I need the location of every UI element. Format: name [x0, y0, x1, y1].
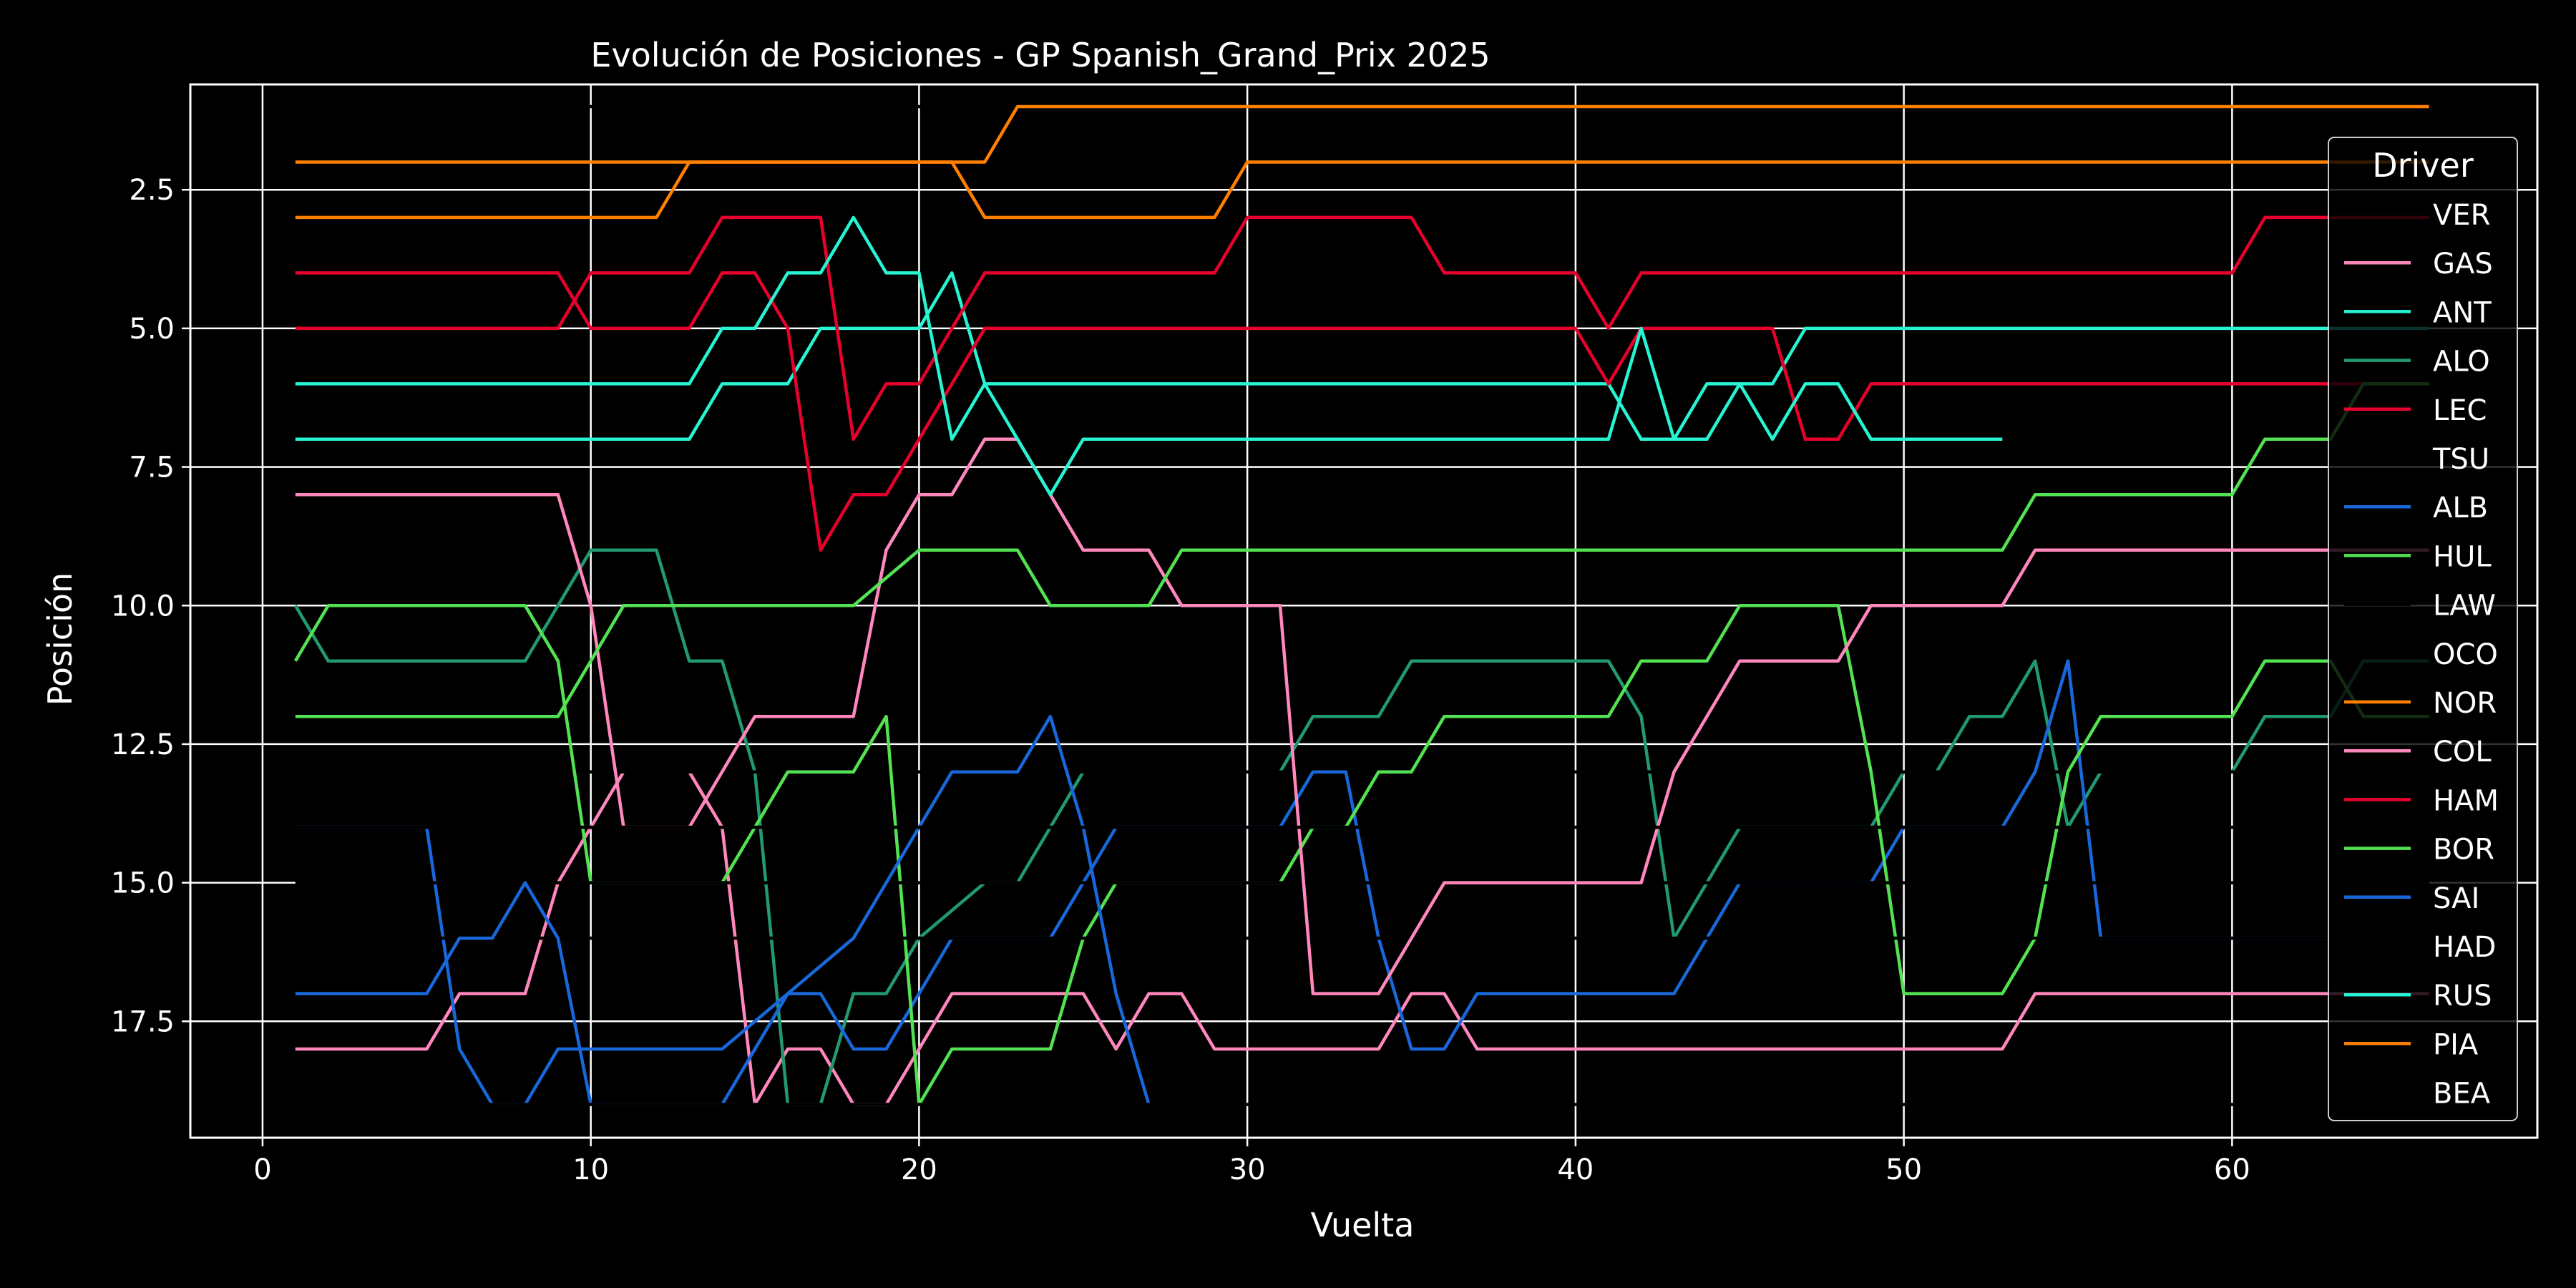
- legend-label-ver: VER: [2433, 199, 2490, 232]
- series-line-gas: [295, 770, 2429, 1106]
- series-line-rus: [295, 215, 2003, 497]
- legend-label-law: LAW: [2433, 590, 2496, 623]
- series-line-hul: [293, 604, 2429, 1106]
- legend-label-rus: RUS: [2433, 980, 2492, 1013]
- x-tick-label: 0: [253, 1153, 271, 1186]
- y-tick-label: 2.5: [129, 174, 175, 207]
- legend-items: VER GAS ANT ALO LEC TSU ALB HUL LAW OCO NOR COL HAM B…: [2344, 199, 2499, 1111]
- legend-label-pia: PIA: [2433, 1028, 2479, 1061]
- axes-frame: [189, 83, 2539, 1139]
- series-line-ham: [295, 215, 2429, 441]
- x-tick-label: 10: [572, 1153, 609, 1186]
- legend-label-tsu: TSU: [2432, 443, 2489, 476]
- series-line-pia: [295, 104, 2429, 164]
- y-tick-label: 5.0: [129, 313, 175, 346]
- legend-label-bea: BEA: [2433, 1078, 2491, 1111]
- chart-title: Evolución de Posiciones - GP Spanish_Gra…: [590, 36, 1490, 74]
- x-tick-label: 30: [1229, 1153, 1266, 1186]
- legend-label-had: HAD: [2433, 931, 2496, 964]
- x-axis-ticks: 0 10 20 30 40 50 60: [253, 1138, 2250, 1186]
- legend-label-hul: HUL: [2433, 540, 2492, 573]
- legend-label-sai: SAI: [2433, 882, 2479, 915]
- legend-label-nor: NOR: [2433, 687, 2497, 720]
- series-lines: [293, 104, 2429, 1106]
- legend-label-bor: BOR: [2433, 834, 2494, 867]
- x-tick-label: 50: [1885, 1153, 1922, 1186]
- legend-box: [2328, 137, 2518, 1121]
- y-tick-label: 10.0: [111, 590, 175, 623]
- y-axis-label: Posición: [41, 572, 79, 706]
- legend-label-gas: GAS: [2433, 248, 2493, 280]
- legend: Driver VER GAS ANT ALO LEC TSU ALB HUL LAW OCO NOR…: [2328, 137, 2518, 1121]
- legend-title: Driver: [2372, 146, 2474, 185]
- x-tick-label: 40: [1557, 1153, 1594, 1186]
- y-tick-label: 12.5: [111, 728, 175, 761]
- series-line-bor: [295, 382, 2429, 718]
- x-tick-label: 60: [2214, 1153, 2250, 1186]
- x-tick-label: 20: [901, 1153, 937, 1186]
- y-tick-label: 15.0: [111, 867, 175, 900]
- x-axis-label: Vuelta: [1311, 1206, 1415, 1244]
- y-tick-label: 17.5: [111, 1005, 175, 1038]
- legend-label-alo: ALO: [2433, 346, 2490, 379]
- series-line-col: [295, 437, 2429, 995]
- legend-label-ham: HAM: [2433, 784, 2499, 817]
- series-line-lec: [295, 271, 2429, 552]
- legend-label-col: COL: [2433, 736, 2492, 769]
- series-line-sai: [295, 714, 1151, 1106]
- legend-label-ant: ANT: [2433, 296, 2492, 329]
- legend-label-oco: OCO: [2433, 638, 2498, 671]
- legend-label-lec: LEC: [2433, 394, 2487, 427]
- y-tick-label: 7.5: [129, 452, 175, 484]
- series-line-nor: [295, 160, 2429, 220]
- y-axis-ticks: 2.5 5.0 7.5 10.0 12.5 15.0 17.5: [111, 174, 190, 1038]
- legend-label-alb: ALB: [2433, 492, 2488, 525]
